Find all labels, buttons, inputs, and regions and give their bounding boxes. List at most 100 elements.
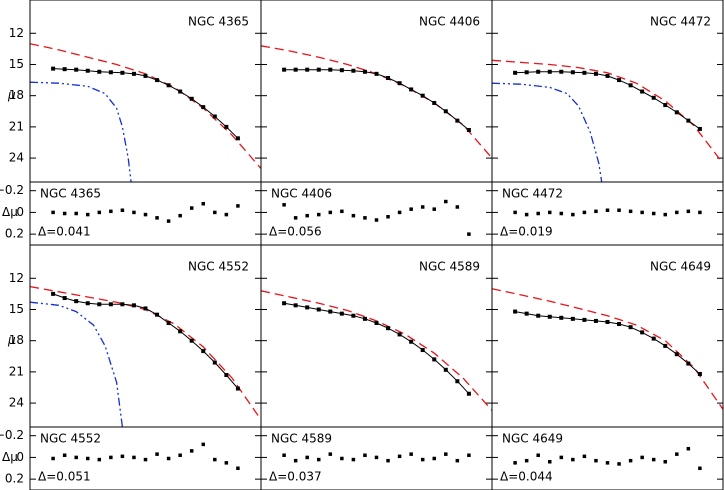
data-point: [686, 118, 691, 123]
data-point: [51, 66, 56, 71]
residual-point: [559, 455, 564, 460]
residual-point: [120, 208, 125, 212]
residual-point: [109, 455, 113, 460]
data-point: [282, 301, 287, 306]
residual-point: [420, 457, 425, 462]
residual-point: [328, 452, 333, 456]
profile-line: [53, 68, 239, 139]
residual-point: [178, 213, 182, 218]
data-point: [386, 326, 391, 331]
residual-point: [305, 455, 309, 460]
panel: NGC 4589 NGC 4589 Δ=0.037: [260, 244, 493, 490]
panel: NGC 4472 NGC 4472 Δ=0.019: [491, 0, 724, 246]
data-point: [605, 73, 610, 78]
residual-point: [155, 216, 159, 220]
data-point: [617, 322, 622, 327]
data-point: [362, 316, 367, 321]
data-point: [570, 70, 575, 75]
residual-point: [420, 205, 425, 209]
data-point: [85, 301, 90, 306]
data-point: [409, 339, 414, 344]
residual-point: [363, 216, 367, 220]
panel-title: NGC 4589: [419, 260, 480, 274]
profile-line: [284, 302, 470, 395]
residual-point: [97, 210, 102, 215]
data-point: [189, 338, 194, 343]
residual-point: [132, 455, 136, 460]
residual-point: [582, 454, 587, 459]
residual-point: [409, 207, 413, 211]
data-point: [605, 319, 610, 324]
delta-label: Δ=0.037: [269, 470, 322, 484]
data-point: [235, 136, 240, 141]
data-point: [293, 303, 298, 308]
residual-point: [432, 456, 436, 461]
data-point: [547, 314, 552, 319]
residual-point: [189, 206, 194, 210]
data-point: [674, 352, 679, 357]
data-point: [432, 357, 437, 362]
y-axis-label: μ: [7, 333, 16, 347]
residual-point: [340, 209, 344, 214]
data-point: [155, 312, 160, 317]
profile-line: [515, 71, 701, 130]
residual-point: [548, 460, 552, 464]
residual-point: [317, 457, 321, 462]
data-point: [74, 299, 79, 304]
panel-title: NGC 4472: [650, 15, 711, 29]
r-tick-label: 0.2: [5, 472, 24, 486]
data-point: [351, 68, 356, 73]
residual-point: [201, 442, 205, 447]
residual-point: [651, 457, 656, 462]
data-point: [224, 373, 229, 377]
data-point: [466, 391, 471, 396]
y-axis-label: μ: [7, 88, 16, 102]
residual-point: [132, 210, 136, 215]
data-point: [420, 348, 425, 353]
residual-point: [305, 213, 309, 218]
residual-point: [224, 212, 229, 217]
residual-point: [97, 457, 102, 462]
residual-point: [444, 452, 448, 456]
residual-point: [62, 211, 67, 216]
residual-point: [213, 457, 217, 462]
residual-point: [317, 212, 321, 217]
y-tick-label: 15: [9, 302, 24, 316]
residual-title: NGC 4472: [502, 187, 563, 201]
residual-point: [536, 211, 540, 216]
residual-point: [74, 211, 78, 216]
residual-point: [143, 457, 148, 462]
residual-point: [374, 455, 379, 460]
residual-point: [351, 457, 356, 462]
residual-point: [628, 458, 633, 463]
panel-title: NGC 4406: [419, 15, 480, 29]
residual-point: [386, 215, 390, 219]
data-point: [593, 318, 598, 323]
data-point: [386, 76, 391, 80]
data-point: [305, 67, 310, 72]
data-point: [62, 67, 67, 72]
residual-point: [340, 456, 344, 461]
data-point: [409, 87, 414, 92]
residual-point: [201, 201, 205, 206]
residual-point: [397, 210, 402, 215]
data-point: [235, 386, 240, 391]
residual-point: [548, 210, 552, 215]
data-point: [108, 70, 113, 75]
residual-point: [513, 210, 517, 215]
data-point: [443, 367, 448, 372]
data-point: [547, 69, 552, 74]
y-tick-label: 21: [9, 364, 24, 378]
residual-point: [675, 452, 679, 456]
residual-point: [293, 216, 298, 220]
data-point: [108, 302, 113, 307]
data-point: [178, 329, 183, 334]
r-axis-label: Δμ: [2, 205, 18, 219]
residual-point: [605, 208, 610, 212]
model-curve: [30, 301, 124, 427]
residual-point: [351, 213, 356, 218]
data-point: [131, 71, 136, 76]
data-point: [328, 309, 333, 314]
panel: NGC 4649 NGC 4649 Δ=0.044: [491, 244, 724, 490]
